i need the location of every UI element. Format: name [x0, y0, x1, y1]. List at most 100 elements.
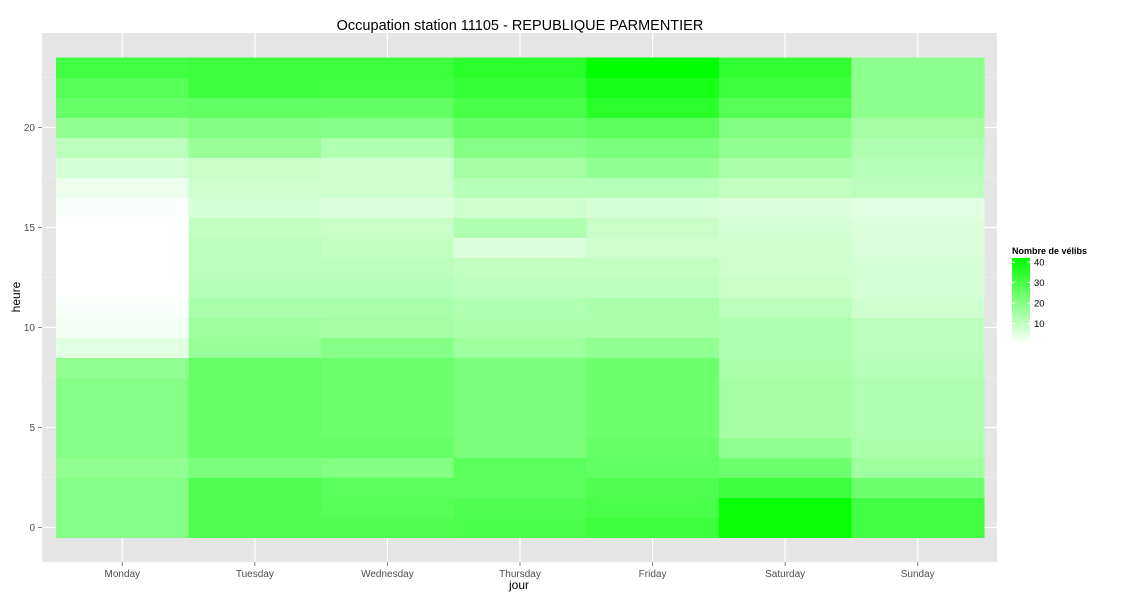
color-legend: Nombre de vélibs 10 20 30 40	[1012, 246, 1087, 344]
heatmap-tile	[188, 277, 322, 298]
heatmap-tile	[453, 497, 587, 518]
heatmap-tile	[56, 457, 190, 478]
x-axis-title: jour	[508, 578, 529, 592]
heatmap-tile	[188, 77, 322, 98]
x-tick-label: Friday	[639, 569, 667, 580]
heatmap-tiles	[56, 57, 985, 538]
heatmap-tile	[321, 217, 455, 238]
y-tick-label: 10	[24, 323, 36, 334]
heatmap-tile	[188, 237, 322, 258]
heatmap-tile	[56, 377, 190, 398]
heatmap-tile	[188, 397, 322, 418]
legend-tick-label: 10	[1034, 319, 1045, 330]
heatmap-tile	[453, 237, 587, 258]
x-tick-label: Saturday	[765, 569, 805, 580]
heatmap-tile	[56, 177, 190, 198]
heatmap-tile	[586, 117, 720, 138]
heatmap-tile	[453, 437, 587, 458]
heatmap-tile	[321, 457, 455, 478]
heatmap-tile	[321, 417, 455, 438]
heatmap-tile	[851, 497, 985, 518]
heatmap-tile	[188, 337, 322, 358]
heatmap-tile	[188, 417, 322, 438]
heatmap-tile	[453, 137, 587, 158]
heatmap-tile	[321, 437, 455, 458]
heatmap-tile	[56, 237, 190, 258]
legend-colorbar	[1012, 258, 1030, 344]
heatmap-tile	[453, 57, 587, 78]
heatmap-tile	[321, 197, 455, 218]
heatmap-tile	[851, 77, 985, 98]
heatmap-tile	[453, 477, 587, 498]
heatmap-tile	[188, 377, 322, 398]
heatmap-tile	[851, 137, 985, 158]
heatmap-tile	[586, 217, 720, 238]
heatmap-tile	[188, 477, 322, 498]
legend-tick-label: 20	[1034, 299, 1045, 310]
heatmap-tile	[718, 517, 852, 538]
heatmap-tile	[718, 317, 852, 338]
x-tick-label: Tuesday	[236, 569, 274, 580]
heatmap-tile	[56, 497, 190, 518]
heatmap-tile	[718, 397, 852, 418]
heatmap-tile	[321, 397, 455, 418]
heatmap-tile	[188, 437, 322, 458]
heatmap-tile	[56, 77, 190, 98]
heatmap-tile	[718, 457, 852, 478]
heatmap-tile	[586, 497, 720, 518]
heatmap-tile	[56, 157, 190, 178]
heatmap-tile	[56, 257, 190, 278]
heatmap-tile	[851, 397, 985, 418]
heatmap-tile	[56, 197, 190, 218]
heatmap-tile	[188, 157, 322, 178]
heatmap-tile	[188, 297, 322, 318]
heatmap-tile	[586, 177, 720, 198]
heatmap-tile	[321, 257, 455, 278]
heatmap-tile	[586, 197, 720, 218]
heatmap-tile	[453, 117, 587, 138]
heatmap-tile	[586, 317, 720, 338]
x-axis: Monday Tuesday Wednesday Thursday Friday Satu…	[104, 562, 935, 580]
heatmap-tile	[586, 377, 720, 398]
legend-title: Nombre de vélibs	[1012, 246, 1087, 256]
heatmap-tile	[586, 57, 720, 78]
heatmap-tile	[188, 457, 322, 478]
heatmap-tile	[453, 197, 587, 218]
heatmap-tile	[851, 57, 985, 78]
heatmap-tile	[851, 517, 985, 538]
heatmap-tile	[321, 177, 455, 198]
heatmap-tile	[851, 317, 985, 338]
heatmap-tile	[453, 357, 587, 378]
heatmap-tile	[56, 437, 190, 458]
y-tick-label: 15	[24, 223, 36, 234]
heatmap-tile	[56, 117, 190, 138]
heatmap-tile	[56, 337, 190, 358]
heatmap-tile	[586, 337, 720, 358]
heatmap-tile	[321, 377, 455, 398]
heatmap-tile	[851, 437, 985, 458]
y-tick-label: 5	[29, 423, 35, 434]
heatmap-tile	[586, 477, 720, 498]
heatmap-tile	[851, 337, 985, 358]
heatmap-tile	[56, 317, 190, 338]
heatmap-tile	[718, 357, 852, 378]
heatmap-tile	[851, 237, 985, 258]
heatmap-tile	[851, 357, 985, 378]
heatmap-tile	[851, 377, 985, 398]
heatmap-tile	[188, 517, 322, 538]
heatmap-tile	[586, 77, 720, 98]
x-tick-label: Thursday	[499, 569, 541, 580]
heatmap-tile	[453, 317, 587, 338]
heatmap-tile	[453, 97, 587, 118]
heatmap-tile	[718, 197, 852, 218]
heatmap-tile	[718, 117, 852, 138]
heatmap-tile	[56, 97, 190, 118]
heatmap-tile	[321, 277, 455, 298]
heatmap-tile	[188, 317, 322, 338]
heatmap-tile	[188, 257, 322, 278]
heatmap-tile	[56, 57, 190, 78]
y-tick-label: 0	[29, 523, 35, 534]
heatmap-tile	[718, 497, 852, 518]
heatmap-tile	[718, 157, 852, 178]
